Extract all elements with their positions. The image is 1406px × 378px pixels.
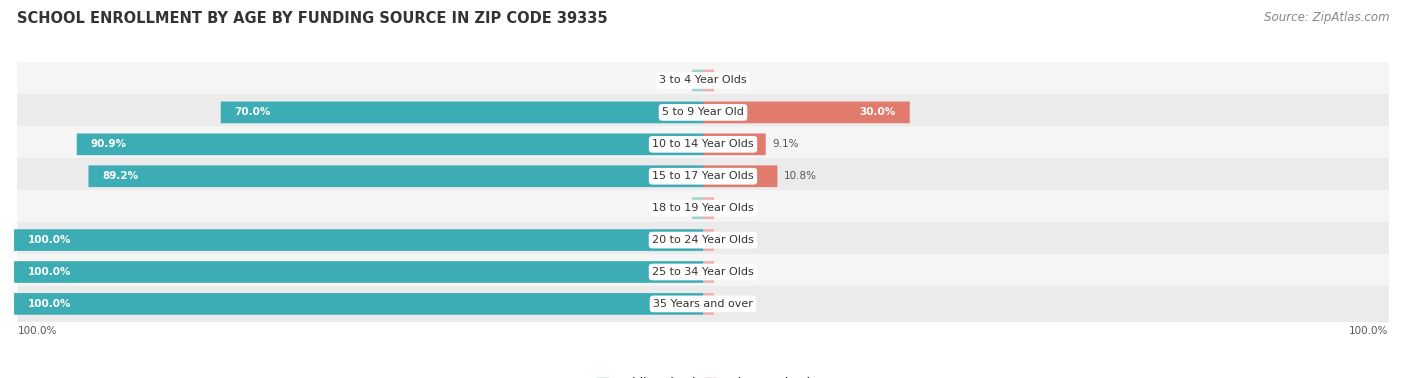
Text: 70.0%: 70.0% — [235, 107, 271, 118]
FancyBboxPatch shape — [17, 62, 1389, 99]
Text: 0.0%: 0.0% — [721, 235, 747, 245]
Text: 89.2%: 89.2% — [103, 171, 138, 181]
FancyBboxPatch shape — [703, 102, 910, 123]
FancyBboxPatch shape — [703, 261, 714, 283]
FancyBboxPatch shape — [14, 293, 703, 315]
FancyBboxPatch shape — [221, 102, 703, 123]
Text: 35 Years and over: 35 Years and over — [652, 299, 754, 309]
Text: 0.0%: 0.0% — [721, 203, 747, 213]
FancyBboxPatch shape — [703, 70, 714, 91]
Text: 9.1%: 9.1% — [772, 139, 799, 149]
Text: 100.0%: 100.0% — [28, 299, 72, 309]
Text: 100.0%: 100.0% — [28, 267, 72, 277]
Text: 0.0%: 0.0% — [659, 203, 685, 213]
FancyBboxPatch shape — [17, 190, 1389, 226]
Text: 20 to 24 Year Olds: 20 to 24 Year Olds — [652, 235, 754, 245]
FancyBboxPatch shape — [703, 293, 714, 315]
FancyBboxPatch shape — [703, 166, 778, 187]
FancyBboxPatch shape — [89, 166, 703, 187]
FancyBboxPatch shape — [14, 261, 703, 283]
FancyBboxPatch shape — [692, 197, 703, 219]
Text: 25 to 34 Year Olds: 25 to 34 Year Olds — [652, 267, 754, 277]
Text: 15 to 17 Year Olds: 15 to 17 Year Olds — [652, 171, 754, 181]
Text: 0.0%: 0.0% — [721, 267, 747, 277]
Text: 100.0%: 100.0% — [28, 235, 72, 245]
Legend: Public School, Private School: Public School, Private School — [596, 377, 810, 378]
FancyBboxPatch shape — [692, 70, 703, 91]
FancyBboxPatch shape — [17, 254, 1389, 290]
Text: SCHOOL ENROLLMENT BY AGE BY FUNDING SOURCE IN ZIP CODE 39335: SCHOOL ENROLLMENT BY AGE BY FUNDING SOUR… — [17, 11, 607, 26]
Text: 0.0%: 0.0% — [721, 299, 747, 309]
Text: 100.0%: 100.0% — [1348, 326, 1388, 336]
Text: Source: ZipAtlas.com: Source: ZipAtlas.com — [1264, 11, 1389, 24]
FancyBboxPatch shape — [17, 158, 1389, 194]
Text: 10.8%: 10.8% — [785, 171, 817, 181]
FancyBboxPatch shape — [17, 94, 1389, 130]
Text: 100.0%: 100.0% — [18, 326, 58, 336]
FancyBboxPatch shape — [703, 229, 714, 251]
FancyBboxPatch shape — [703, 133, 766, 155]
FancyBboxPatch shape — [703, 197, 714, 219]
Text: 5 to 9 Year Old: 5 to 9 Year Old — [662, 107, 744, 118]
FancyBboxPatch shape — [17, 286, 1389, 322]
FancyBboxPatch shape — [17, 222, 1389, 258]
Text: 30.0%: 30.0% — [859, 107, 896, 118]
Text: 10 to 14 Year Olds: 10 to 14 Year Olds — [652, 139, 754, 149]
Text: 0.0%: 0.0% — [659, 76, 685, 85]
FancyBboxPatch shape — [14, 229, 703, 251]
Text: 3 to 4 Year Olds: 3 to 4 Year Olds — [659, 76, 747, 85]
Text: 90.9%: 90.9% — [90, 139, 127, 149]
Text: 18 to 19 Year Olds: 18 to 19 Year Olds — [652, 203, 754, 213]
FancyBboxPatch shape — [17, 126, 1389, 163]
Text: 0.0%: 0.0% — [721, 76, 747, 85]
FancyBboxPatch shape — [77, 133, 703, 155]
